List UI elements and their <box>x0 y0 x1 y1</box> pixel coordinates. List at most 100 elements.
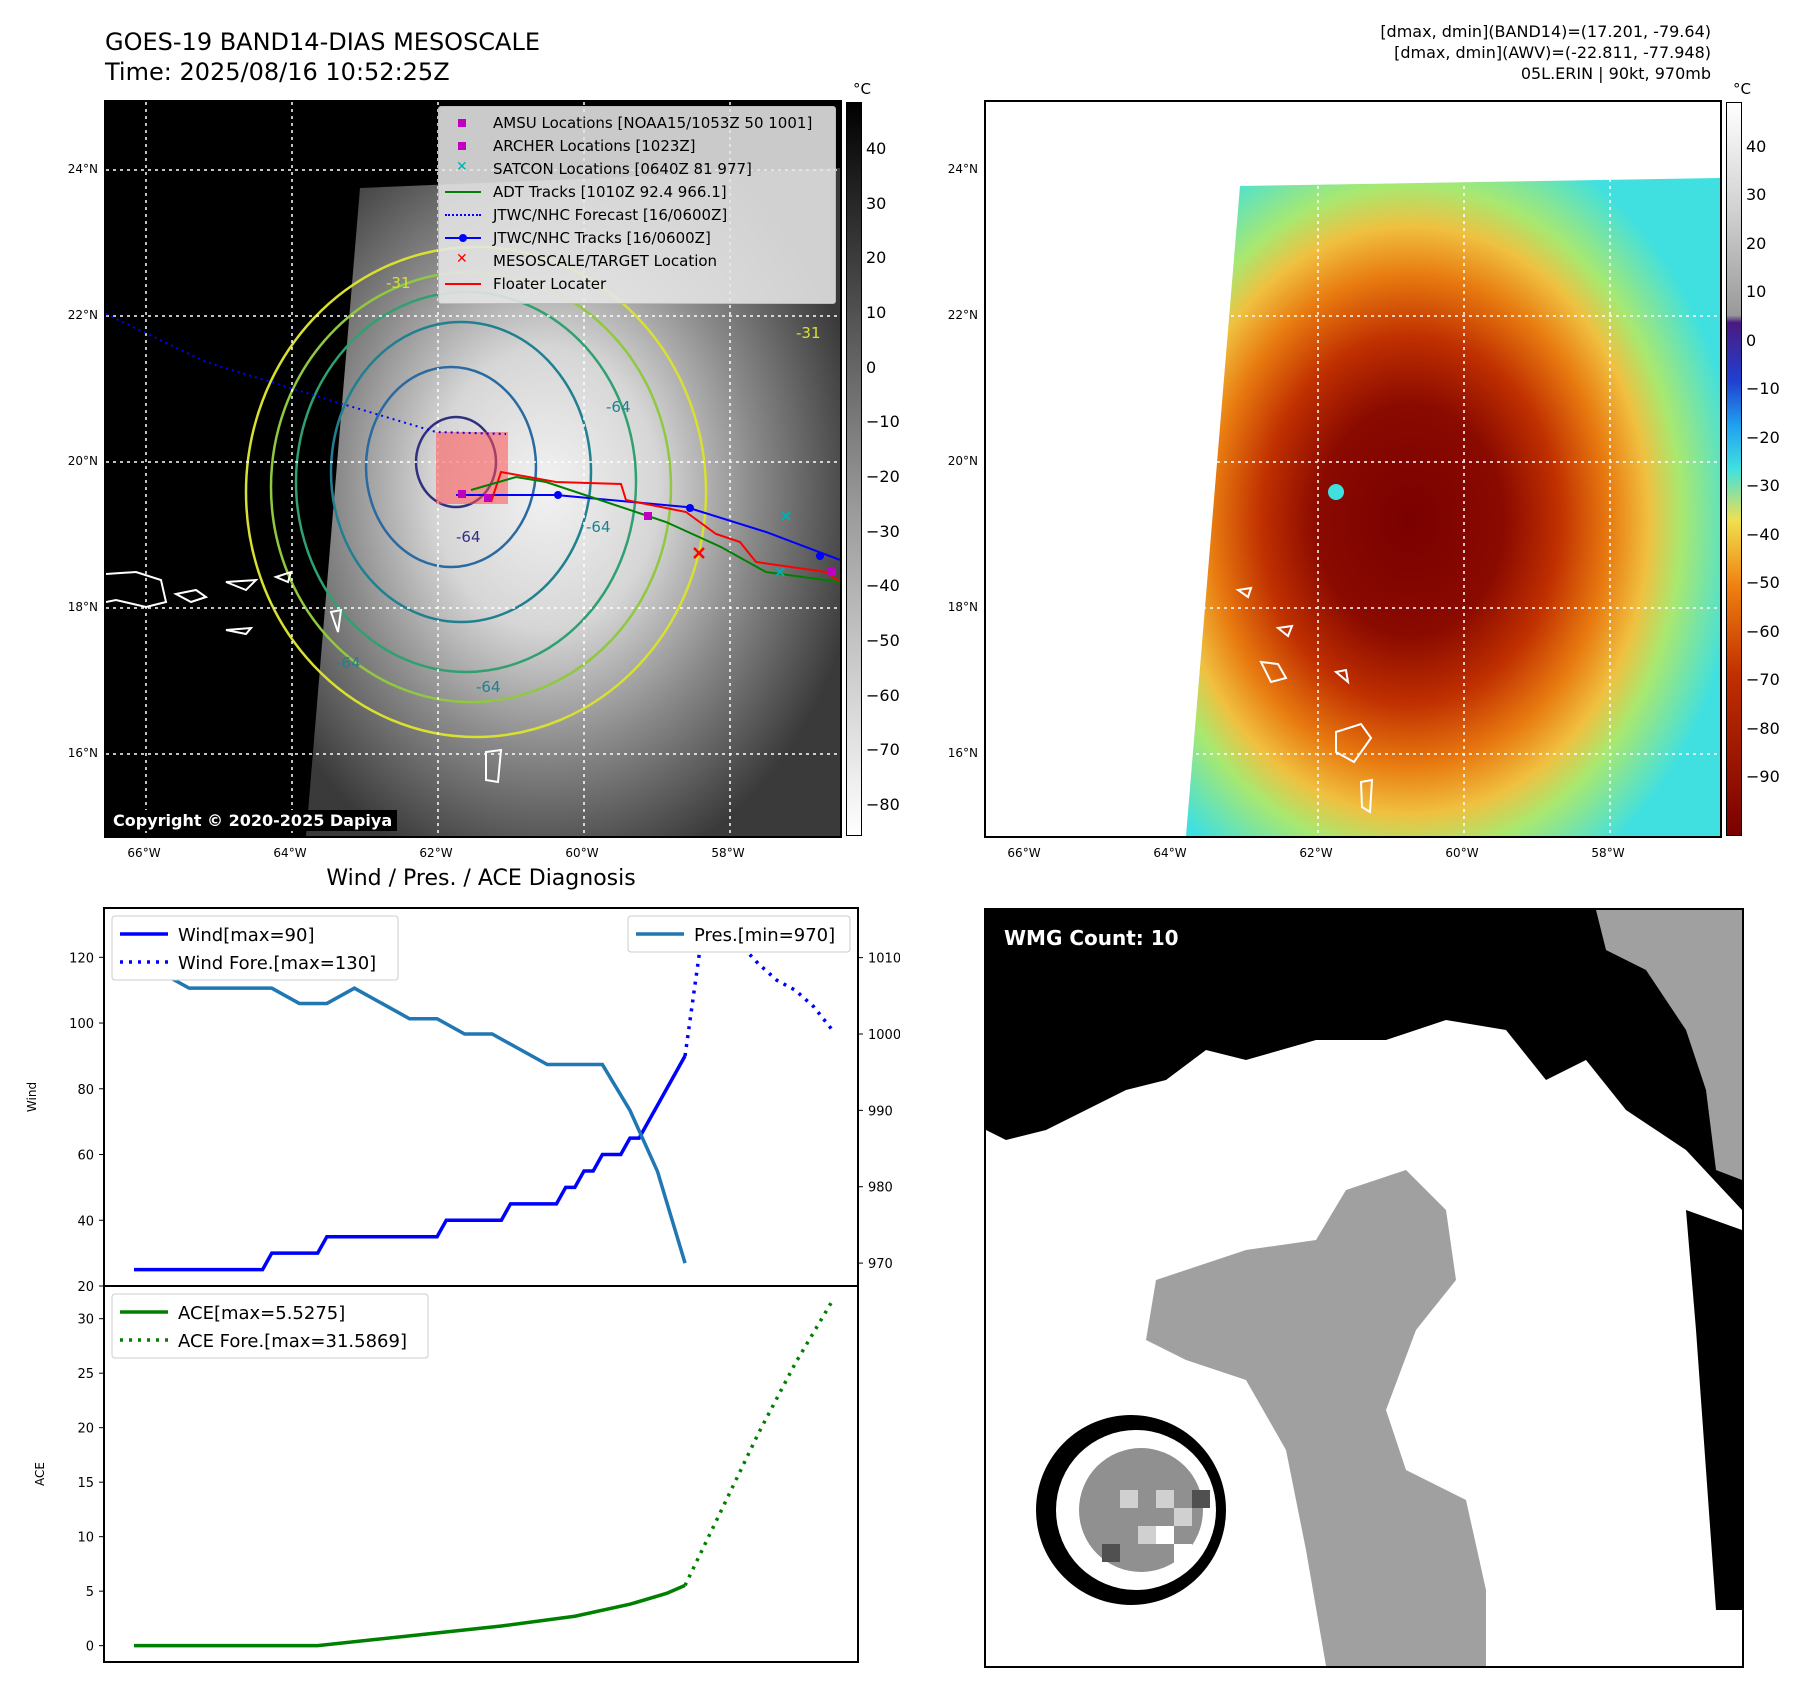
colorbar-tick: 0 <box>866 357 877 377</box>
ace-tick-label: 25 <box>77 1367 94 1382</box>
colorbar-tick: 10 <box>866 303 887 322</box>
wind-axis-label: Wind <box>25 1082 39 1112</box>
lat-label: 20°N <box>67 454 98 468</box>
figure-time: Time: 2025/08/16 10:52:25Z <box>105 58 450 86</box>
storm-info-text: 05L.ERIN | 90kt, 970mb <box>1520 64 1711 83</box>
legend-swatch <box>443 185 483 199</box>
colorbar-tick: 40 <box>1746 137 1767 156</box>
legend-label: SATCON Locations [0640Z 81 977] <box>493 160 752 178</box>
colorbar-tick: 20 <box>866 248 887 268</box>
ace-forecast-line <box>683 1300 834 1587</box>
colorbar-tick: −10 <box>1746 379 1780 399</box>
wind-tick-label: 80 <box>77 1083 94 1098</box>
pres-tick-label: 990 <box>868 1104 893 1119</box>
colorbar-tick: −60 <box>1746 621 1780 641</box>
wmg-panel: WMG Count: 10 <box>984 908 1744 1668</box>
wind-line <box>134 1055 687 1272</box>
map2-colorbar-ticks: 40 30 20 10 0 −10 −20 −30 −40 −50 −60 −70 −80 −90 <box>1746 137 1786 796</box>
legend-label: ACE Fore.[max=31.5869] <box>178 1331 407 1352</box>
colorbar-tick: −70 <box>866 740 900 760</box>
wmg-upper-gray <box>1596 910 1742 1180</box>
colorbar-tick: −40 <box>1746 524 1780 544</box>
legend-swatch <box>443 208 483 222</box>
diag-title: Wind / Pres. / ACE Diagnosis <box>326 866 636 891</box>
wind-forecast-line <box>683 922 834 1057</box>
colorbar-tick: 0 <box>1746 330 1757 350</box>
legend-entry: ARCHER Locations [1023Z] <box>443 136 696 156</box>
legend-swatch <box>443 277 483 291</box>
lon-label: 58°W <box>711 846 745 860</box>
wmg-eye-bright <box>1156 1526 1192 1562</box>
contour-label: -64 <box>336 654 361 672</box>
lat-label: 16°N <box>947 746 978 760</box>
figure-title: GOES-19 BAND14-DIAS MESOSCALE <box>105 28 541 56</box>
legend-label: ADT Tracks [1010Z 92.4 966.1] <box>493 183 727 201</box>
colorbar-tick: −70 <box>1746 670 1780 690</box>
colorbar-tick: −50 <box>866 631 900 650</box>
legend-label: Floater Locater <box>493 275 607 293</box>
legend-box <box>627 915 851 953</box>
colorbar-tick: −30 <box>866 521 900 541</box>
map2-lon-labels: 66°W 64°W 62°W 60°W 58°W <box>984 846 1718 862</box>
legend-box <box>111 1293 429 1359</box>
eye <box>1328 484 1344 500</box>
lon-label: 66°W <box>1007 846 1041 860</box>
colorbar-tick: 30 <box>1746 185 1767 205</box>
copyright-text: Copyright © 2020-2025 Dapiya <box>108 810 398 831</box>
color-swath <box>1186 178 1720 836</box>
ace-tick-label: 0 <box>86 1640 94 1655</box>
map1-colorbar-ticks: 40 30 20 10 0 −10 −20 −30 −40 −50 −60 −70 −80 <box>866 139 906 828</box>
lon-label: 58°W <box>1591 846 1625 860</box>
legend-entry: ✕ SATCON Locations [0640Z 81 977] <box>443 159 752 179</box>
colorbar-tick: −30 <box>1746 476 1780 496</box>
map1-panel: -31 -31 -64 -64 -64 -64 -64 AMSU Locatio… <box>104 100 842 838</box>
lon-label: 66°W <box>127 846 161 860</box>
awv-range-text: [dmax, dmin](AWV)=(-22.811, -77.948) <box>1394 43 1711 62</box>
lat-label: 18°N <box>947 600 978 614</box>
legend-swatch: ✕ <box>456 251 468 267</box>
map1-lon-labels: 66°W 64°W 62°W 60°W 58°W <box>104 846 838 862</box>
lat-label: 20°N <box>947 454 978 468</box>
lon-label: 64°W <box>273 846 307 860</box>
map2-coastlines <box>1235 586 1374 814</box>
pres-tick-label: 980 <box>868 1181 893 1196</box>
pres-tick-label: 1010 <box>868 952 900 967</box>
lon-label: 64°W <box>1153 846 1187 860</box>
lat-label: 18°N <box>67 600 98 614</box>
ace-tick-label: 15 <box>77 1476 94 1491</box>
colorbar-tick: −10 <box>866 412 900 432</box>
map2-panel <box>984 100 1722 838</box>
adt-track <box>470 475 840 583</box>
forecast-track <box>106 313 507 435</box>
wmg-gray-band <box>1146 1170 1486 1666</box>
colorbar-tick: −80 <box>1746 718 1780 738</box>
legend-swatch <box>443 116 483 130</box>
ace-tick-label: 20 <box>77 1422 94 1437</box>
ace-tick-label: 30 <box>77 1313 94 1328</box>
map1-legend: AMSU Locations [NOAA15/1053Z 50 1001] ARC… <box>438 106 836 304</box>
contour-label: -31 <box>386 274 411 292</box>
wind-tick-label: 20 <box>77 1280 94 1295</box>
lon-label: 60°W <box>1445 846 1479 860</box>
colorbar-tick: −80 <box>866 795 900 814</box>
map1-colorbar <box>846 102 862 836</box>
legend-entry: ADT Tracks [1010Z 92.4 966.1] <box>443 182 727 202</box>
legend-entry: Floater Locater <box>443 274 606 294</box>
legend-label: Wind[max=90] <box>178 925 315 946</box>
band14-range-text: [dmax, dmin](BAND14)=(17.201, -79.64) <box>1380 22 1711 41</box>
contour-label: -31 <box>796 324 821 342</box>
wmg-eye-pixels <box>1120 1490 1192 1544</box>
pres-tick-label: 970 <box>868 1257 893 1272</box>
amsu-archer-markers <box>458 490 836 576</box>
coastlines <box>106 570 503 784</box>
map1-colorbar-unit: °C <box>853 80 871 98</box>
ace-panel-frame <box>103 1285 859 1663</box>
ace-tick-label: 5 <box>86 1585 94 1600</box>
jtwc-track-points <box>554 491 824 560</box>
contour-label: -64 <box>456 528 481 546</box>
colorbar-tick: −40 <box>866 576 900 596</box>
satcon-markers <box>775 511 791 577</box>
colorbar-tick: 10 <box>1746 282 1767 302</box>
legend-label: JTWC/NHC Forecast [16/0600Z] <box>493 206 728 224</box>
wmg-count-label: WMG Count: 10 <box>1004 926 1179 950</box>
